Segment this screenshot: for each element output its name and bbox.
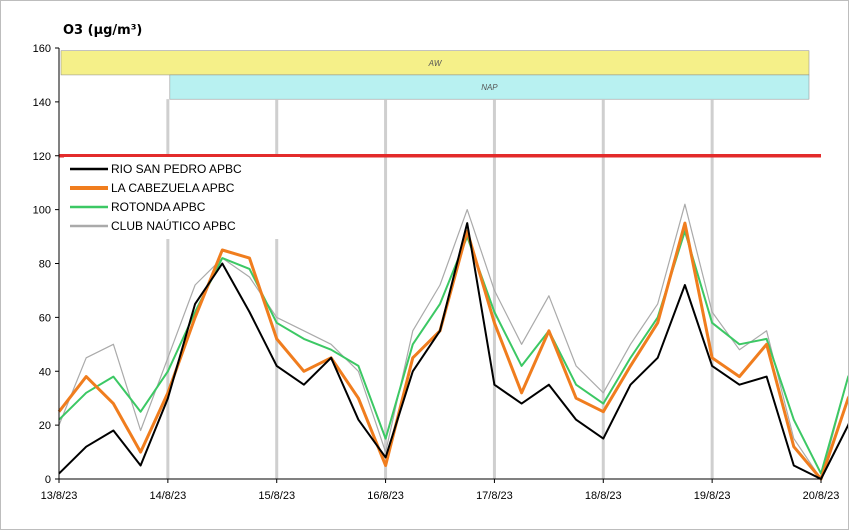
band-nap bbox=[169, 74, 810, 100]
y-tick-label: 140 bbox=[33, 97, 51, 109]
y-tick-label: 160 bbox=[33, 43, 51, 55]
legend-entry-2: ROTONDA APBC bbox=[111, 200, 206, 214]
x-tick-label: 17/8/23 bbox=[476, 490, 513, 502]
band-label-aw: AW bbox=[428, 59, 443, 68]
y-tick-label: 100 bbox=[33, 205, 51, 217]
y-tick-label: 40 bbox=[39, 366, 51, 378]
series-line-0 bbox=[58, 222, 848, 480]
y-tick-label: 60 bbox=[39, 312, 51, 324]
x-tick-label: 20/8/23 bbox=[803, 490, 840, 502]
x-tick-label: 16/8/23 bbox=[367, 490, 404, 502]
legend-entry-1: LA CABEZUELA APBC bbox=[111, 181, 235, 195]
y-tick-label: 20 bbox=[39, 420, 51, 432]
x-tick-label: 18/8/23 bbox=[585, 490, 622, 502]
x-tick-label: 19/8/23 bbox=[694, 490, 731, 502]
x-tick-label: 14/8/23 bbox=[150, 490, 187, 502]
y-tick-label: 120 bbox=[33, 151, 51, 163]
legend-entry-3: CLUB NAÚTICO APBC bbox=[111, 218, 236, 233]
band-layer: AW NAP bbox=[60, 50, 810, 100]
chart-title: O3 (µg/m³) bbox=[63, 23, 142, 38]
series-line-2 bbox=[58, 230, 848, 475]
legend: RIO SAN PEDRO APBC LA CABEZUELA APBC ROTON… bbox=[64, 157, 300, 239]
band-aw bbox=[60, 50, 810, 76]
y-tick-label: 80 bbox=[39, 259, 51, 271]
band-label-nap: NAP bbox=[481, 83, 498, 92]
series-line-1 bbox=[57, 221, 848, 481]
legend-entry-0: RIO SAN PEDRO APBC bbox=[111, 162, 242, 176]
y-tick-label: 0 bbox=[45, 474, 51, 486]
axes-layer: 0 20 40 60 80 100 120 140 160 13/8/23 14/8/23 15/8/… bbox=[33, 43, 840, 502]
x-tick-label: 13/8/23 bbox=[41, 490, 78, 502]
series-layer bbox=[57, 203, 848, 481]
x-tick-label: 15/8/23 bbox=[258, 490, 295, 502]
